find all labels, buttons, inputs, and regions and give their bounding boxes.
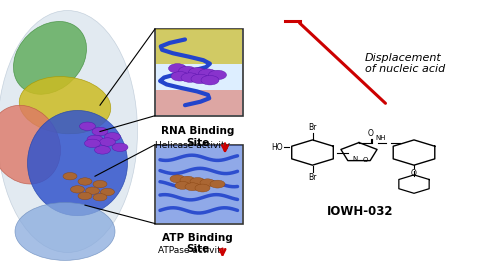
FancyBboxPatch shape — [155, 29, 242, 116]
Circle shape — [100, 138, 116, 146]
Circle shape — [175, 181, 190, 189]
Text: RNA Binding
Site: RNA Binding Site — [161, 126, 234, 148]
Text: Helicase activity: Helicase activity — [155, 141, 230, 150]
Text: O: O — [368, 129, 374, 138]
FancyBboxPatch shape — [155, 145, 242, 224]
Circle shape — [87, 135, 103, 144]
Ellipse shape — [15, 203, 115, 260]
FancyBboxPatch shape — [156, 145, 242, 223]
Text: NH: NH — [376, 135, 386, 141]
Circle shape — [178, 66, 196, 76]
Text: ATPase activity: ATPase activity — [158, 246, 226, 255]
Circle shape — [191, 74, 209, 84]
Circle shape — [170, 175, 185, 183]
Text: N: N — [352, 156, 358, 162]
Text: IOWH-032: IOWH-032 — [327, 205, 393, 218]
Circle shape — [93, 194, 107, 201]
Circle shape — [80, 122, 96, 130]
Circle shape — [185, 183, 200, 191]
Circle shape — [210, 180, 225, 188]
Circle shape — [188, 68, 206, 77]
Circle shape — [190, 178, 205, 185]
Circle shape — [70, 186, 85, 193]
Circle shape — [208, 70, 226, 80]
Text: Br: Br — [308, 123, 316, 132]
FancyBboxPatch shape — [156, 29, 242, 64]
Circle shape — [198, 69, 216, 78]
Circle shape — [93, 180, 107, 188]
Circle shape — [195, 184, 210, 192]
Ellipse shape — [14, 22, 86, 94]
Circle shape — [86, 187, 100, 194]
Ellipse shape — [0, 105, 60, 184]
Text: O: O — [411, 169, 417, 178]
Circle shape — [63, 173, 77, 180]
Circle shape — [104, 133, 120, 141]
Text: Br: Br — [308, 173, 316, 182]
Circle shape — [78, 178, 92, 185]
Circle shape — [84, 139, 100, 148]
Circle shape — [112, 143, 128, 151]
Circle shape — [92, 127, 108, 136]
Text: HO: HO — [271, 143, 282, 152]
Circle shape — [201, 75, 219, 85]
Circle shape — [181, 73, 199, 82]
Text: Displacement
of nucleic acid: Displacement of nucleic acid — [365, 53, 446, 74]
Circle shape — [94, 146, 110, 154]
Ellipse shape — [28, 110, 128, 216]
Circle shape — [100, 188, 114, 196]
Text: ATP Binding
Site: ATP Binding Site — [162, 233, 233, 254]
Circle shape — [78, 192, 92, 200]
Ellipse shape — [20, 77, 110, 134]
Circle shape — [200, 179, 215, 187]
Ellipse shape — [0, 11, 138, 252]
Circle shape — [180, 176, 195, 184]
FancyBboxPatch shape — [156, 90, 242, 115]
Circle shape — [168, 64, 186, 73]
Circle shape — [171, 72, 189, 81]
Text: O: O — [362, 158, 368, 163]
